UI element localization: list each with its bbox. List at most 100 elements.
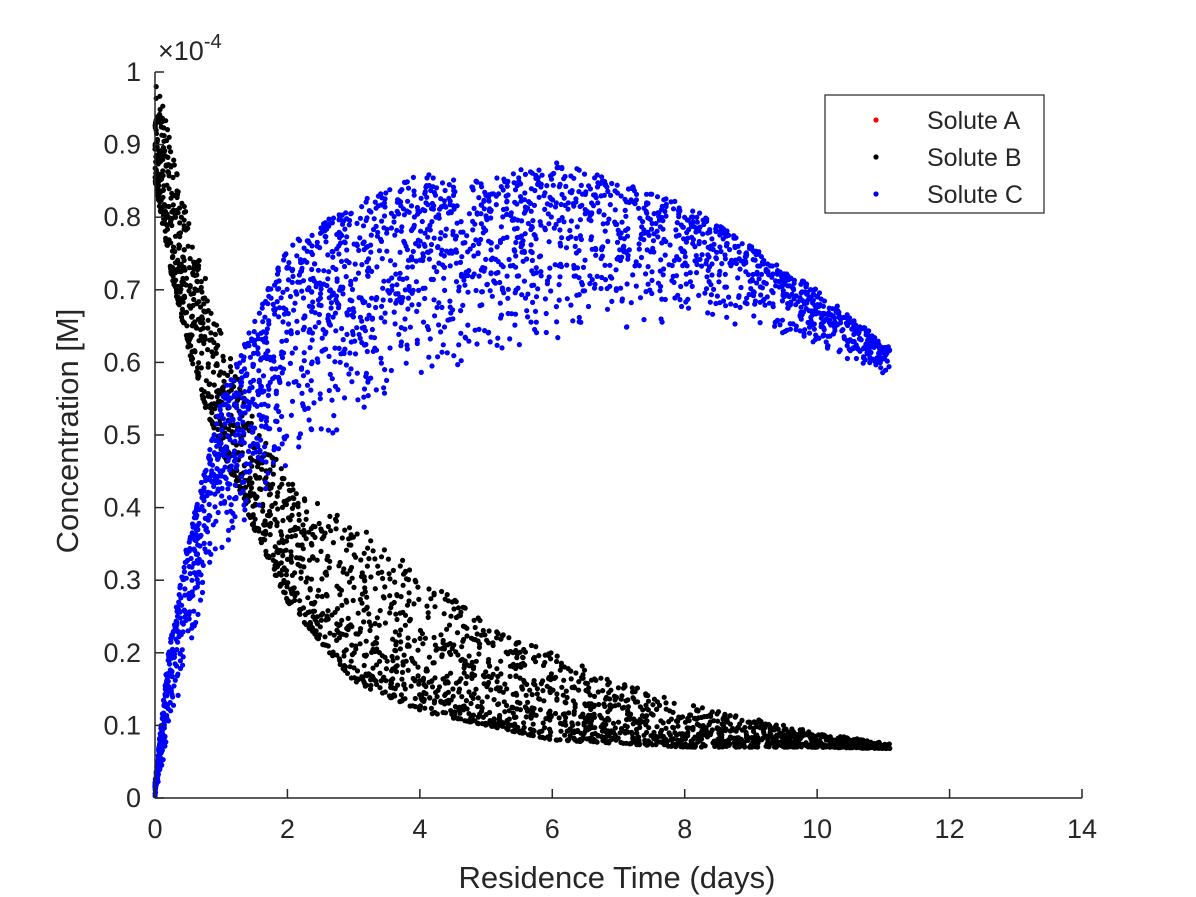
data-point (208, 330, 214, 336)
data-point (787, 326, 794, 332)
data-point (256, 368, 262, 374)
data-point (436, 215, 442, 221)
data-point (553, 304, 560, 310)
data-point (262, 424, 268, 430)
data-point (458, 330, 464, 336)
data-point (463, 680, 469, 687)
data-point (205, 361, 211, 367)
data-point (723, 303, 729, 309)
data-point (232, 432, 238, 438)
data-point (356, 331, 362, 338)
data-point (469, 659, 475, 665)
data-point (217, 432, 223, 438)
data-point (470, 695, 476, 702)
data-point (166, 661, 173, 667)
data-point (412, 695, 418, 702)
data-point (872, 335, 878, 341)
data-point (613, 221, 619, 227)
data-point (354, 325, 360, 331)
data-point (176, 245, 182, 251)
data-point (577, 233, 584, 239)
data-point (710, 740, 716, 746)
data-point (643, 702, 649, 708)
data-point (381, 200, 387, 206)
data-point (218, 500, 224, 506)
data-point (661, 694, 667, 700)
data-point (286, 260, 292, 266)
data-point (706, 254, 712, 260)
data-point (650, 238, 657, 244)
data-point (219, 493, 225, 499)
data-point (533, 265, 539, 271)
data-point (294, 590, 300, 596)
data-point (316, 302, 322, 308)
data-point (319, 576, 325, 582)
data-point (551, 170, 557, 176)
data-point (361, 386, 368, 392)
data-point (723, 738, 729, 744)
data-point (483, 722, 489, 728)
data-point (171, 683, 177, 689)
data-point (174, 266, 180, 272)
data-point (687, 270, 693, 276)
data-point (556, 184, 562, 190)
data-point (342, 527, 348, 533)
series-solute-c (152, 160, 893, 799)
data-point (648, 226, 655, 232)
data-point (406, 283, 412, 290)
data-point (735, 275, 741, 281)
data-point (276, 408, 282, 415)
data-point (346, 579, 353, 585)
data-point (201, 508, 207, 514)
data-point (379, 256, 385, 262)
data-point (392, 579, 398, 585)
data-point (285, 580, 291, 586)
data-point (451, 353, 457, 359)
data-point (159, 132, 165, 138)
data-point (168, 269, 174, 275)
data-point (645, 264, 651, 270)
data-point (514, 692, 520, 698)
data-point (417, 627, 423, 634)
data-point (361, 404, 367, 410)
data-point (325, 252, 331, 258)
data-point (633, 259, 639, 265)
data-point (458, 716, 464, 722)
data-point (332, 383, 338, 389)
data-point (446, 182, 452, 188)
data-point (157, 741, 163, 747)
data-point (270, 552, 276, 558)
data-point (753, 721, 759, 727)
data-point (165, 154, 171, 160)
data-point (344, 247, 350, 253)
data-point (207, 457, 213, 463)
data-point (455, 362, 461, 368)
data-point (240, 395, 246, 401)
data-point (212, 504, 218, 510)
data-point (608, 192, 614, 198)
data-point (441, 264, 448, 270)
data-point (475, 615, 481, 621)
data-point (539, 734, 545, 741)
data-point (371, 216, 377, 222)
data-point (242, 410, 248, 416)
data-point (475, 251, 481, 257)
data-point (584, 680, 591, 687)
data-point (222, 401, 228, 407)
data-point (605, 188, 611, 194)
data-point (333, 328, 339, 334)
data-point (334, 606, 341, 612)
data-point (368, 209, 374, 215)
data-point (416, 707, 423, 713)
data-point (238, 353, 244, 359)
data-point (570, 318, 576, 324)
data-point (309, 251, 316, 258)
data-point (576, 687, 582, 693)
data-point (467, 246, 473, 252)
data-point (614, 239, 621, 245)
data-point (548, 656, 554, 662)
data-point (291, 495, 297, 502)
data-point (161, 125, 167, 131)
data-point (536, 653, 542, 659)
data-point (518, 198, 524, 204)
